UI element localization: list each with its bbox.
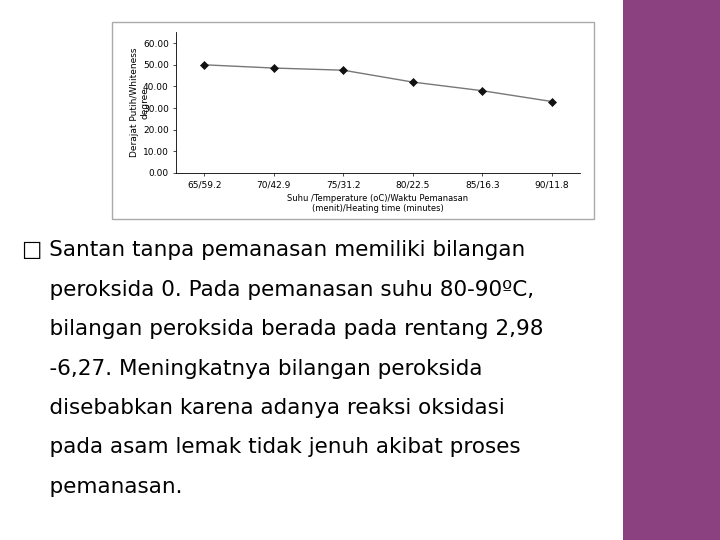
X-axis label: Suhu /Temperature (oC)/Waktu Pemanasan
(menit)/Heating time (minutes): Suhu /Temperature (oC)/Waktu Pemanasan (… xyxy=(287,194,469,213)
Text: -6,27. Meningkatnya bilangan peroksida: -6,27. Meningkatnya bilangan peroksida xyxy=(22,359,482,379)
Y-axis label: Derajat Putih/Whiteness
degree: Derajat Putih/Whiteness degree xyxy=(130,48,150,157)
Text: pemanasan.: pemanasan. xyxy=(22,477,182,497)
Text: pada asam lemak tidak jenuh akibat proses: pada asam lemak tidak jenuh akibat prose… xyxy=(22,437,521,457)
Text: bilangan peroksida berada pada rentang 2,98: bilangan peroksida berada pada rentang 2… xyxy=(22,319,543,339)
Text: peroksida 0. Pada pemanasan suhu 80-90ºC,: peroksida 0. Pada pemanasan suhu 80-90ºC… xyxy=(22,280,534,300)
Text: disebabkan karena adanya reaksi oksidasi: disebabkan karena adanya reaksi oksidasi xyxy=(22,398,504,418)
Text: □ Santan tanpa pemanasan memiliki bilangan: □ Santan tanpa pemanasan memiliki bilang… xyxy=(22,240,525,260)
